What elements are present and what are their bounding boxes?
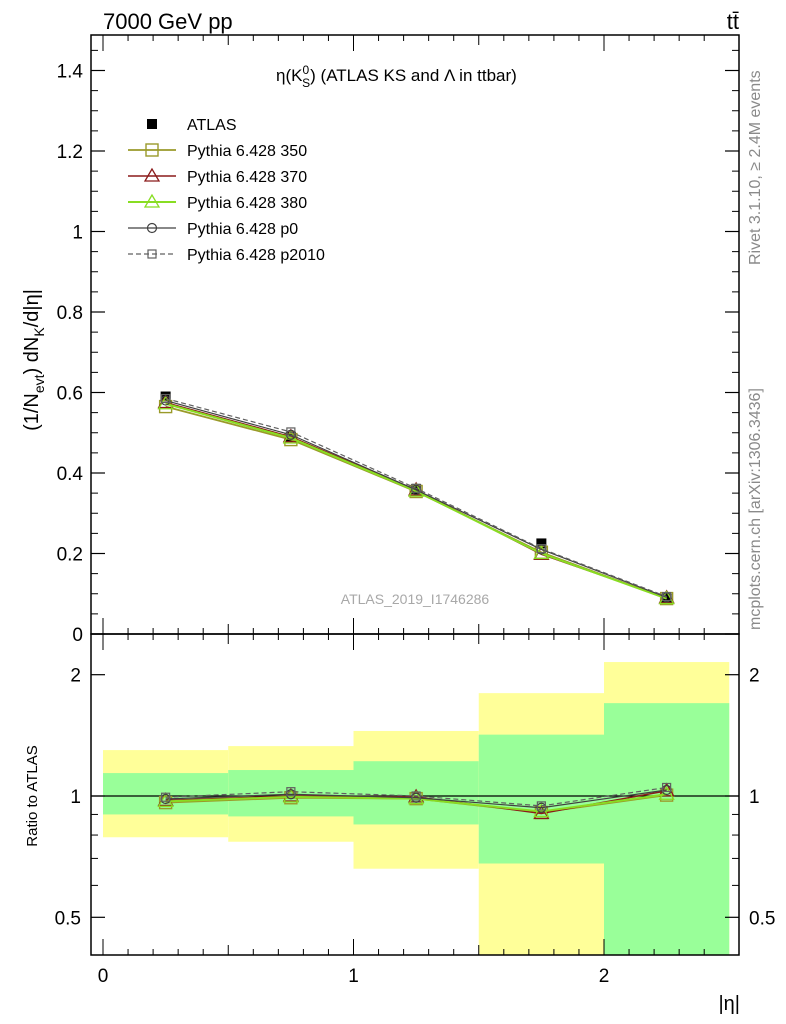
ratio-point-p2010-5: [662, 782, 672, 793]
ratio-y-tick-label: 2: [70, 666, 81, 687]
legend: ATLAS Pythia 6.428 350 Pythia 6.428 370 Pyt…: [128, 117, 325, 264]
ratio-y-tick-label-right: 1: [749, 787, 760, 808]
ratio-frame: [90, 633, 740, 956]
main-y-tick-label: 0.4: [57, 464, 84, 485]
analysis-watermark: ATLAS_2019_I1746286: [341, 591, 490, 607]
ratio-line-p0: [165, 789, 667, 809]
ratio-y-tick-label-right: 0.5: [749, 908, 775, 929]
x-axis-label: |η|: [718, 993, 740, 1015]
legend-label-p350: Pythia 6.428 350: [187, 143, 307, 160]
rivet-label: Rivet 3.1.10, ≥ 2.4M events: [747, 70, 764, 265]
series-line-p0: [165, 399, 667, 598]
series-line-p2010: [165, 397, 667, 598]
x-tick-label: 0: [98, 966, 109, 987]
main-y-tick-label: 0.2: [57, 545, 83, 566]
point-p2010-5: [662, 591, 672, 602]
x-tick-label: 1: [348, 966, 359, 987]
point-p2010-2: [286, 427, 296, 437]
x-tick-label: 2: [599, 966, 610, 987]
legend-marker-p2010: [147, 249, 157, 259]
main-series: [157, 391, 675, 606]
main-y-tick-label: 0.8: [57, 303, 83, 324]
ratio-point-p2010-4: [536, 801, 546, 811]
main-y-tick-label: 1: [72, 223, 83, 244]
plot-title: η(K0 S) (ATLAS KS and Λ in ttbar): [276, 63, 517, 90]
point-p2010-4: [536, 544, 546, 554]
main-y-axis-label: (1/Nevt) dNK/d|η|: [21, 289, 47, 431]
legend-label-p380: Pythia 6.428 380: [187, 195, 307, 212]
inner-band-bin-5: [604, 703, 730, 955]
legend-label-p370: Pythia 6.428 370: [187, 169, 307, 186]
series-line-p380: [165, 402, 667, 600]
legend-marker-p370: [143, 167, 161, 182]
ratio-uncertainty-bands: [103, 662, 730, 955]
ratio-line-p380: [165, 793, 667, 813]
ratio-point-p2010-3: [411, 791, 421, 801]
point-p2010-1: [161, 393, 171, 404]
ratio-point-p2010-1: [161, 792, 171, 802]
mcplots-label: mcplots.cern.ch [arXiv:1306.3436]: [747, 388, 764, 630]
ratio-point-p370-4: [533, 805, 550, 820]
ratio-series: [157, 782, 675, 820]
legend-label-p2010: Pythia 6.428 p2010: [187, 247, 325, 264]
legend-marker-p380: [143, 193, 161, 208]
main-y-tick-label: 0: [72, 625, 83, 646]
legend-label-atlas: ATLAS: [187, 117, 237, 134]
ratio-y-tick-label: 1: [70, 787, 81, 808]
header-left: 7000 GeV pp: [103, 9, 233, 34]
main-y-tick-label: 1.4: [57, 62, 84, 83]
legend-marker-atlas: [147, 119, 157, 129]
point-atlas-4: [536, 538, 547, 549]
inner-band-bin-4: [478, 734, 604, 864]
ratio-y-tick-label-right: 2: [749, 666, 760, 687]
legend-marker-p0: [146, 222, 158, 234]
ratio-point-p2010-2: [286, 787, 296, 797]
legend-label-p0: Pythia 6.428 p0: [187, 221, 298, 238]
ratio-y-axis-label: Ratio to ATLAS: [24, 745, 41, 846]
main-y-tick-label: 0.6: [57, 384, 83, 405]
ratio-y-tick-label: 0.5: [55, 908, 81, 929]
point-p2010-3: [411, 483, 421, 493]
legend-marker-p350: [145, 143, 159, 157]
main-y-tick-label: 1.2: [57, 142, 83, 163]
ratio-line-p2010: [165, 786, 667, 807]
series-line-p350: [165, 405, 667, 600]
header-right: tt̄: [727, 9, 739, 34]
